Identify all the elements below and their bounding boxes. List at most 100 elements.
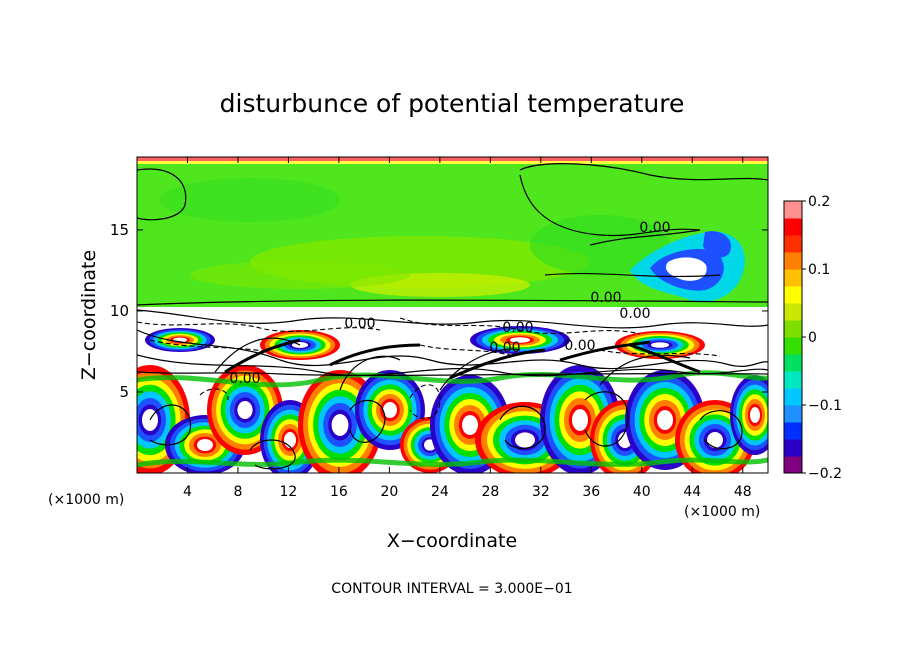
x-tick-label: 40 <box>633 484 651 500</box>
colorbar-swatch <box>784 354 802 372</box>
contour-line <box>137 309 768 329</box>
x-tick-label: 28 <box>481 484 499 500</box>
colorbar-swatch <box>784 269 802 287</box>
x-tick-label: 4 <box>183 484 192 500</box>
contour-line-negative <box>149 339 271 353</box>
colorbar-swatch <box>784 371 802 389</box>
colorbar-tick-label: −0.1 <box>808 398 842 414</box>
x-tick-label: 24 <box>431 484 449 500</box>
contour-line-bundle <box>449 348 546 380</box>
x-axis-label: X−coordinate <box>387 530 517 552</box>
x-tick-label: 44 <box>683 484 701 500</box>
colorbar-swatch <box>784 337 802 355</box>
x-axis: 4 8 12 16 20 24 28 32 36 40 44 48 <box>183 157 752 500</box>
colorbar-swatch <box>784 303 802 321</box>
contour-line <box>349 399 386 443</box>
contour-line-negative <box>419 344 511 356</box>
contour-label: 0.00 <box>344 316 375 332</box>
contour-line-bundle <box>224 338 301 374</box>
plot-frame <box>136 156 769 474</box>
y-axis-label: Z−coordinate <box>78 250 100 380</box>
colorbar: 0.2 0.1 0 −0.1 −0.2 <box>783 194 842 482</box>
colorbar-swatch <box>784 456 802 474</box>
y-tick-label: 5 <box>119 383 129 401</box>
contour-line-negative <box>137 321 381 332</box>
x-tick-label: 36 <box>582 484 600 500</box>
lower-shading-blob-core <box>237 401 253 419</box>
upper-anomaly <box>703 231 731 258</box>
contour-line <box>584 391 629 447</box>
y-tick-label: 15 <box>110 221 129 239</box>
x-unit-right: (×1000 m) <box>684 504 760 520</box>
contour-label: 0.00 <box>229 371 260 387</box>
lower-shading-blob-core <box>510 337 530 343</box>
contour-line <box>137 168 187 221</box>
lower-shading-blob-core <box>197 439 213 451</box>
contour-labels: 0.000.000.000.000.000.00 0.000.00 <box>229 220 670 387</box>
colorbar-tick-label: 0.1 <box>808 262 830 278</box>
x-tick-label: 48 <box>734 484 752 500</box>
contour-line <box>149 404 192 446</box>
contour-line <box>599 354 691 386</box>
contour-line <box>589 229 701 246</box>
y-tick-label: 10 <box>110 302 129 320</box>
upper-layer-shading <box>137 157 768 302</box>
x-tick-label: 16 <box>330 484 348 500</box>
x-tick-label: 12 <box>280 484 298 500</box>
colorbar-swatch <box>784 439 802 457</box>
x-unit-left: (×1000 m) <box>48 492 124 508</box>
lower-shading-blob-core <box>383 402 397 418</box>
contour-line <box>439 348 521 391</box>
contour-label: 0.00 <box>502 320 533 336</box>
contour-line <box>137 299 768 306</box>
top-edge-band <box>137 161 768 164</box>
lower-shading-blob-core <box>462 415 478 435</box>
lower-shading-blob-core <box>284 432 296 448</box>
lower-shading-blob-core <box>657 410 673 430</box>
contour-line-negative <box>199 388 229 401</box>
lower-shading-blob-core <box>707 432 723 448</box>
upper-shading-blob <box>160 178 340 222</box>
contour-line <box>499 405 546 449</box>
colorbar-swatch <box>784 286 802 304</box>
contour-interval-note: CONTOUR INTERVAL = 3.000E−01 <box>331 581 572 597</box>
upper-anomaly <box>665 257 707 281</box>
contour-line <box>249 439 296 470</box>
contour-line <box>519 174 701 237</box>
top-edge-band <box>137 157 768 161</box>
lower-shading-blob-core <box>515 432 535 448</box>
upper-shading-blob <box>190 261 410 289</box>
contour-label: 0.00 <box>564 338 595 354</box>
colorbar-swatch <box>784 235 802 253</box>
colorbar-tick-label: 0 <box>808 330 817 346</box>
lower-shading-blob-core <box>572 409 588 431</box>
contour-line-bundle <box>329 343 421 367</box>
x-tick-label: 32 <box>532 484 550 500</box>
lower-shading-blob-core <box>651 342 669 348</box>
contour-label: 0.00 <box>590 290 621 306</box>
colorbar-swatch <box>784 320 802 338</box>
colorbar-tick-label: −0.2 <box>808 466 842 482</box>
colorbar-swatch <box>784 218 802 236</box>
contour-label: 0.00 <box>489 340 520 356</box>
y-axis: 5 10 15 <box>110 221 768 401</box>
colorbar-swatch <box>784 201 802 219</box>
plot-area: 0.000.000.000.000.000.00 0.000.00 <box>137 157 768 473</box>
contour-line <box>544 272 721 278</box>
contour-line-negative <box>399 317 641 335</box>
lower-ridge <box>137 457 768 468</box>
contour-line <box>339 355 401 391</box>
colorbar-swatch <box>784 422 802 440</box>
contour-label: 0.00 <box>619 306 650 322</box>
x-tick-label: 20 <box>380 484 398 500</box>
contour-lines <box>137 163 768 470</box>
colorbar-swatch <box>784 252 802 270</box>
colorbar-swatch <box>784 405 802 423</box>
lower-shading-blob-core <box>750 407 760 423</box>
colorbar-swatch <box>784 388 802 406</box>
lower-shading-blob-core <box>331 414 349 436</box>
chart-title: disturbunce of potential temperature <box>220 89 685 118</box>
contour-line-bundle <box>629 343 701 374</box>
